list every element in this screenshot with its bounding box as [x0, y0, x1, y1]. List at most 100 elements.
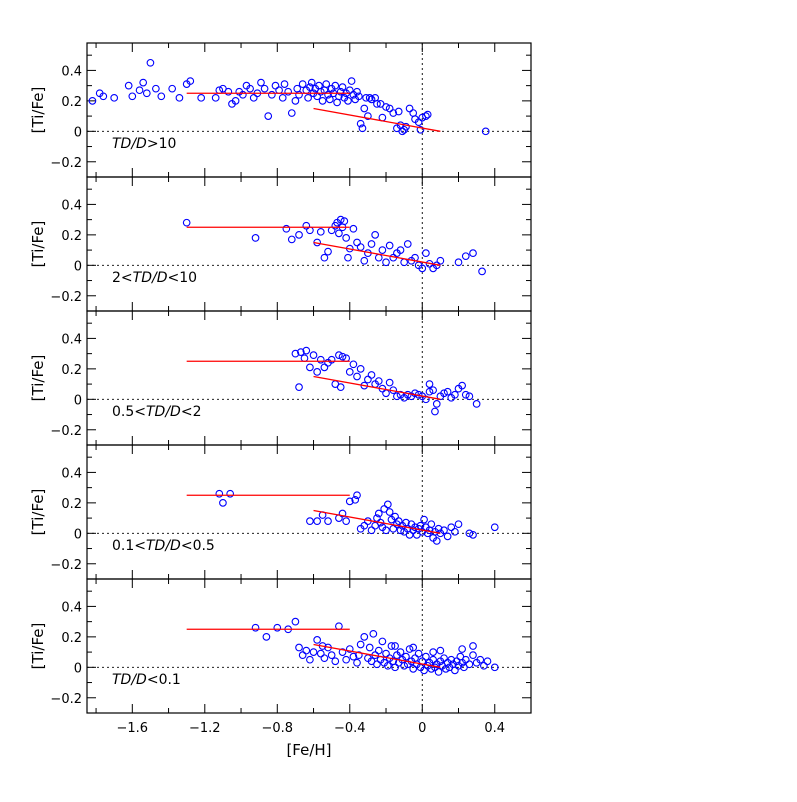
data-point [226, 489, 235, 498]
data-point [291, 617, 300, 626]
data-point [325, 95, 334, 104]
data-point [306, 83, 314, 92]
y-tick-label: 0.2 [61, 497, 82, 512]
data-point [454, 258, 463, 267]
y-tick-label: 0.2 [61, 631, 82, 646]
data-point [385, 508, 394, 516]
panel-1: −0.2 0 0.2 0.4 [Ti/Fe] TD/D>10 [29, 42, 532, 178]
y-tick-label: 0.2 [61, 363, 82, 378]
data-point [490, 663, 499, 672]
data-point [331, 657, 340, 666]
data-point [422, 395, 430, 404]
y-axis-label: [Ti/Fe] [29, 87, 47, 134]
data-point [320, 654, 329, 663]
data-point [304, 93, 312, 102]
data-point [393, 392, 401, 401]
data-point [291, 349, 300, 358]
y-tick-label: 0.4 [61, 64, 82, 79]
data-point [425, 380, 434, 388]
panel-frame [86, 578, 532, 714]
y-tick-label: −0.2 [50, 156, 82, 171]
data-point [358, 124, 367, 133]
y-axis-label: [Ti/Fe] [29, 355, 47, 402]
data-point [128, 92, 137, 101]
data-point [432, 400, 441, 408]
data-point [362, 93, 370, 102]
panel-label-part: TD/D [146, 404, 181, 420]
data-point [396, 526, 405, 535]
y-tick-label: −0.2 [50, 290, 82, 305]
data-point [476, 655, 485, 664]
data-point [124, 81, 133, 90]
data-point [324, 517, 332, 525]
data-point [420, 515, 428, 524]
data-point [418, 264, 427, 273]
data-point [382, 649, 390, 658]
data-point [347, 77, 356, 85]
data-point [443, 387, 452, 396]
data-point [306, 226, 314, 235]
panel-label-part: >10 [147, 136, 177, 152]
data-point [342, 517, 351, 525]
panel-label: 0.1<TD/D<0.5 [112, 538, 215, 554]
panel-frame [86, 176, 532, 312]
x-tick-label: −0.4 [334, 721, 366, 736]
data-point [385, 378, 394, 387]
y-tick-label: 0 [74, 259, 82, 274]
data-point [374, 646, 383, 655]
data-point [483, 657, 492, 666]
data-point [434, 524, 443, 533]
panel-2: −0.2 0 0.2 0.4 [Ti/Fe] 2<TD/D<10 [29, 176, 532, 312]
y-tick-label: 0.2 [61, 229, 82, 244]
data-point [342, 234, 351, 242]
data-point [427, 520, 436, 529]
data-point [295, 231, 303, 239]
data-point [335, 229, 343, 238]
data-point [436, 646, 445, 655]
data-point [481, 127, 490, 136]
data-point [434, 668, 443, 676]
data-point [382, 258, 390, 267]
data-point [403, 240, 412, 248]
data-point [336, 383, 345, 391]
data-point [378, 246, 387, 254]
panel-label-part: <0.5 [181, 538, 215, 554]
panel-4: −0.2 0 0.2 0.4 [Ti/Fe] 0.1<TD/D<0.5 [29, 444, 532, 580]
data-point [478, 267, 486, 276]
y-axis-label: [Ti/Fe] [29, 489, 47, 536]
data-point [367, 371, 376, 379]
data-point [327, 226, 336, 235]
data-point [374, 253, 383, 262]
y-axis-label: [Ti/Fe] [29, 623, 47, 670]
x-tick-label: −1.6 [117, 721, 149, 736]
data-point [316, 227, 325, 236]
data-point [451, 527, 459, 536]
data-point [322, 80, 331, 88]
data-point [382, 103, 390, 111]
data-point [338, 83, 347, 92]
data-point [88, 97, 97, 105]
data-point [260, 84, 269, 93]
data-point [378, 637, 387, 646]
data-point [344, 97, 352, 105]
y-axis-label: [Ti/Fe] [29, 221, 47, 268]
data-point [336, 215, 345, 224]
data-point [298, 651, 307, 659]
data-point [309, 351, 318, 360]
data-point [296, 348, 305, 356]
data-point [338, 352, 347, 361]
panel-frame [86, 444, 532, 580]
data-point [383, 661, 392, 670]
data-point [469, 249, 477, 257]
data-point [454, 520, 463, 529]
data-point [387, 642, 396, 650]
data-point [251, 234, 260, 242]
data-point [273, 623, 282, 632]
data-point [146, 58, 155, 67]
panel-label-part: 0.5< [112, 404, 146, 420]
panel-label: TD/D>10 [112, 136, 176, 152]
data-point [353, 87, 361, 96]
data-point [369, 629, 378, 638]
data-point [320, 363, 329, 372]
data-point [345, 368, 354, 376]
